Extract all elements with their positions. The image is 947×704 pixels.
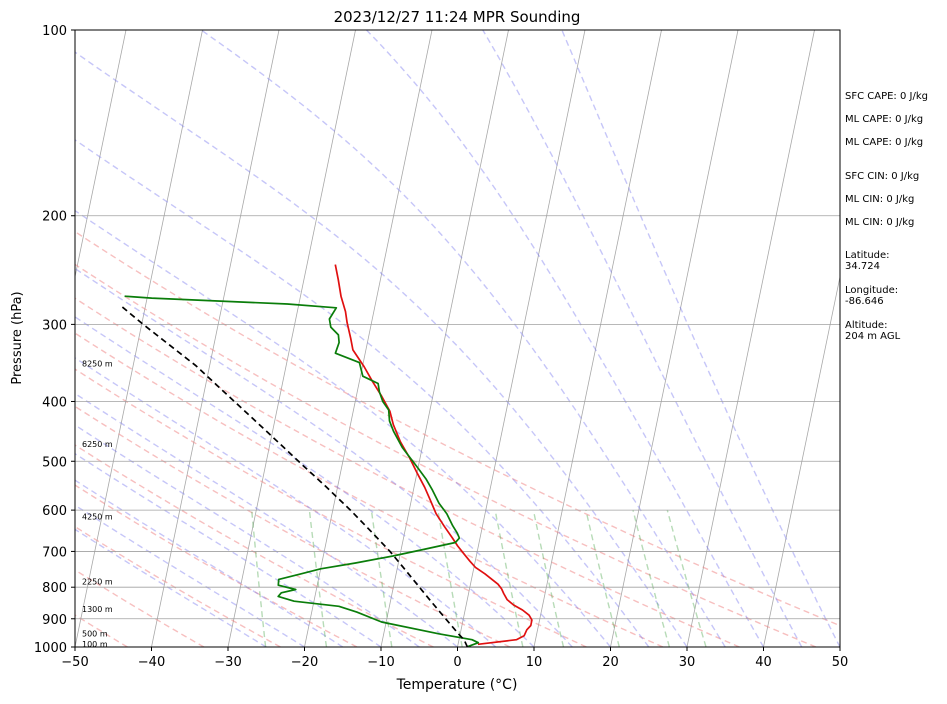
y-axis: 100 200 300 400 500 600 700 800 900 1000 [34, 24, 75, 656]
x-tick-label: 40 [755, 655, 772, 670]
moist-adiabat-line [75, 424, 420, 647]
annotation-text: SFC CIN: 0 J/kg [845, 171, 919, 182]
annotation-text: -86.646 [845, 296, 884, 307]
height-label: 500 m [82, 629, 108, 638]
y-axis-label: Pressure (hPa) [10, 291, 25, 384]
isotherm-line [686, 30, 815, 647]
moist-adiabat-line [75, 452, 382, 647]
chart-title: 2023/12/27 11:24 MPR Sounding [334, 8, 581, 26]
moist-adiabat-line [75, 392, 458, 647]
annotation-text: Longitude: [845, 285, 898, 296]
dry-adiabat-line [75, 405, 511, 647]
annotation-text: Latitude: [845, 250, 890, 261]
moist-adiabat-line [365, 30, 765, 647]
mixing-ratio-line [494, 509, 524, 647]
isotherm-line [380, 30, 509, 647]
moist-adiabat-line [75, 267, 573, 647]
annotation-text: Altitude: [845, 320, 887, 331]
y-tick-label: 1000 [34, 641, 67, 656]
moist-adiabat-line [482, 30, 803, 647]
height-label: 1300 m [82, 605, 113, 614]
mixing-ratio-line [632, 509, 671, 647]
height-label: 2250 m [82, 577, 113, 586]
dry-adiabat-line [75, 569, 205, 647]
height-label: 4250 m [82, 513, 113, 522]
y-tick-label: 400 [42, 395, 67, 410]
moist-adiabat-line [75, 209, 612, 647]
height-label: 8250 m [82, 359, 113, 368]
moist-adiabat-line [75, 357, 497, 647]
x-tick-label: −50 [61, 655, 88, 670]
isotherm-line [304, 30, 433, 647]
sounding-annotations: SFC CAPE: 0 J/kg ML CAPE: 0 J/kg ML CAPE: … [845, 91, 928, 342]
height-labels: 100 m 500 m 1300 m 2250 m 4250 m 6250 m 8250 m [82, 359, 113, 648]
annotation-text: ML CAPE: 0 J/kg [845, 137, 923, 148]
annotation-text: ML CIN: 0 J/kg [845, 217, 914, 228]
x-tick-label: 20 [602, 655, 619, 670]
x-tick-label: 10 [526, 655, 543, 670]
y-tick-label: 600 [42, 504, 67, 519]
x-axis-label: Temperature (°C) [396, 677, 518, 693]
dry-adiabat-line [75, 444, 434, 647]
x-tick-label: −30 [214, 655, 241, 670]
moist-adiabat-line [561, 30, 840, 647]
y-tick-label: 100 [42, 24, 67, 39]
height-label: 6250 m [82, 440, 113, 449]
moist-adiabat-line [75, 528, 267, 647]
isotherm-line [75, 30, 127, 279]
moist-adiabat-line [75, 479, 344, 647]
annotation-text: 34.724 [845, 261, 880, 272]
dewpoint-line [124, 295, 480, 647]
annotation-text: SFC CAPE: 0 J/kg [845, 91, 928, 102]
series-lines [120, 264, 533, 647]
y-tick-label: 900 [42, 613, 67, 628]
x-tick-label: −10 [367, 655, 394, 670]
moist-adiabat-line [200, 30, 726, 647]
moist-adiabat-line [75, 51, 688, 647]
temperature-line [334, 264, 533, 646]
mixing-ratio-line [251, 510, 267, 647]
annotation-text: ML CAPE: 0 J/kg [845, 114, 923, 125]
dry-adiabat-line [75, 263, 817, 647]
y-tick-label: 800 [42, 581, 67, 596]
y-tick-label: 500 [42, 455, 67, 470]
height-label: 100 m [82, 640, 108, 649]
dry-adiabat-line [75, 368, 587, 647]
x-tick-label: −20 [291, 655, 318, 670]
dry-adiabat-line [75, 484, 358, 647]
isotherm-line [151, 30, 280, 647]
background-lines [75, 30, 840, 647]
y-tick-label: 200 [42, 210, 67, 225]
dry-adiabat-line [75, 297, 740, 647]
parcel-line [120, 305, 469, 647]
x-tick-label: 0 [453, 655, 461, 670]
isotherm-line [533, 30, 662, 647]
annotation-text: ML CIN: 0 J/kg [845, 194, 914, 205]
moist-adiabat-line [75, 504, 305, 647]
isotherm-line [610, 30, 739, 647]
dry-adiabat-line [75, 332, 664, 647]
isotherm-line [227, 30, 356, 647]
isotherm-line [457, 30, 586, 647]
annotation-text: 204 m AGL [845, 331, 901, 342]
dry-adiabat-line [75, 230, 840, 627]
y-tick-label: 700 [42, 545, 67, 560]
x-tick-label: 30 [679, 655, 696, 670]
pressure-grid [75, 30, 840, 647]
y-tick-label: 300 [42, 318, 67, 333]
moist-adiabat-line [75, 139, 650, 647]
moist-adiabat-line [75, 316, 535, 647]
x-axis: −50 −40 −30 −20 −10 0 10 20 30 40 50 [61, 647, 848, 670]
x-tick-label: 50 [832, 655, 849, 670]
x-tick-label: −40 [138, 655, 165, 670]
mixing-ratio-line [585, 509, 620, 647]
isotherm-line [763, 274, 840, 647]
